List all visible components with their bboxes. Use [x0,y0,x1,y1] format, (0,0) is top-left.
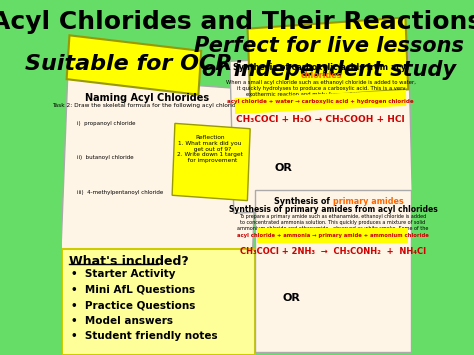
Text: ii)  butanoyl chloride: ii) butanoyl chloride [77,155,133,160]
Text: When a small acyl chloride such as ethanoyl chloride is added to water,
it quick: When a small acyl chloride such as ethan… [226,80,416,97]
Text: •  Mini AfL Questions: • Mini AfL Questions [71,284,195,295]
Text: Reflection
1. What mark did you
   get out of 9?
2. Write down 1 target
   for i: Reflection 1. What mark did you get out … [177,135,243,163]
FancyBboxPatch shape [61,76,259,269]
FancyBboxPatch shape [247,17,408,100]
FancyBboxPatch shape [235,90,406,114]
Text: OR: OR [274,163,292,173]
FancyBboxPatch shape [257,228,409,243]
Text: Synthesis of: Synthesis of [274,197,333,206]
Text: Acyl Chlorides and Their Reactions: Acyl Chlorides and Their Reactions [0,10,474,34]
Text: •  Model answers: • Model answers [71,316,173,326]
Text: Synthesis of primary amides from acyl chlorides: Synthesis of primary amides from acyl ch… [228,205,438,214]
Text: i)  propanoyl chloride: i) propanoyl chloride [77,121,135,126]
Text: Perfect for live lessons
or independent study: Perfect for live lessons or independent … [194,37,465,80]
Text: •  Starter Activity: • Starter Activity [71,269,175,279]
FancyBboxPatch shape [67,36,201,95]
Text: Synthesis of carboxylic acids from acyl: Synthesis of carboxylic acids from acyl [233,63,409,72]
Text: acyl chloride + water → carboxylic acid + hydrogen chloride: acyl chloride + water → carboxylic acid … [227,99,414,104]
Text: primary amides: primary amides [333,197,404,206]
FancyBboxPatch shape [230,53,412,213]
Text: •  Practice Questions: • Practice Questions [71,300,195,310]
Text: acyl chloride + ammonia → primary amide + ammonium chloride: acyl chloride + ammonia → primary amide … [237,233,429,238]
Text: CH₃COCl + 2NH₃  →  CH₃CONH₂  +  NH₄Cl: CH₃COCl + 2NH₃ → CH₃CONH₂ + NH₄Cl [240,247,426,256]
Text: Naming Acyl Chlorides: Naming Acyl Chlorides [85,93,209,103]
Text: CH₃COCl + H₂O → CH₃COOH + HCl: CH₃COCl + H₂O → CH₃COOH + HCl [236,115,405,124]
Text: What's included?: What's included? [69,255,189,268]
Text: •  Student friendly notes: • Student friendly notes [71,331,218,341]
Text: To prepare a primary amide such as ethanamide, ethanoyl chloride is added
to con: To prepare a primary amide such as ethan… [237,214,429,236]
Text: Task 2: Draw the skeletal formula for the following acyl chlorides: Task 2: Draw the skeletal formula for th… [52,103,242,108]
FancyBboxPatch shape [255,190,411,352]
Text: chlorides: chlorides [301,71,342,80]
FancyBboxPatch shape [62,249,255,355]
Text: OR: OR [282,293,300,303]
Text: iii)  4-methylpentanoyl chloride: iii) 4-methylpentanoyl chloride [77,190,163,195]
FancyBboxPatch shape [172,124,250,201]
Text: Suitable for OCR: Suitable for OCR [25,54,232,74]
